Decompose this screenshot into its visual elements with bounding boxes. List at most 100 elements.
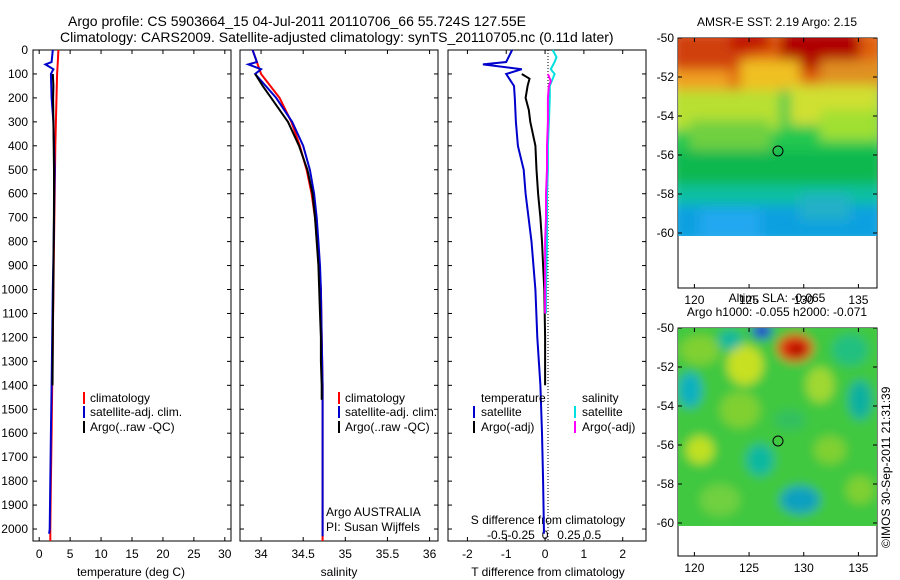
map-x-tick-label: 130: [794, 561, 814, 575]
depth-tick-label: 900: [8, 259, 28, 273]
depth-tick-label: 600: [8, 187, 28, 201]
map-y-tick-label: -54: [657, 399, 675, 413]
difference-x-label: T difference from climatology: [471, 565, 625, 579]
sla-map-axes: -50 -52 -54 -56 -58 -60 120 125 130 135: [657, 321, 877, 575]
x-tick-label: -2: [462, 547, 473, 561]
map-y-tick-label: -54: [657, 109, 675, 123]
depth-tick-label: 2000: [1, 522, 28, 536]
legend-item-satellite: satellite-adj. clim.: [345, 405, 437, 419]
x-tick-label: -1: [501, 547, 512, 561]
legend-item-climatology: climatology: [345, 391, 405, 405]
temperature-series: [43, 49, 60, 541]
salinity-legend: climatology satellite-adj. clim. Argo(..…: [326, 391, 437, 534]
s-difference-label: S difference from climatology: [471, 513, 626, 527]
depth-tick-label: 1800: [1, 474, 28, 488]
s-difference-tick-label: 0: [542, 528, 549, 542]
difference-x-axis: -2 -1 0 1 2: [462, 50, 626, 561]
legend-item-s-argo: Argo(-adj): [582, 420, 635, 434]
depth-tick-label: 200: [8, 91, 28, 105]
map-x-tick-label: 125: [739, 293, 759, 307]
x-tick-label: 0: [36, 547, 43, 561]
map-y-tick-label: -50: [657, 321, 675, 335]
x-tick-label: 35.5: [376, 547, 400, 561]
argo-operator-note: Argo AUSTRALIA: [326, 505, 421, 519]
salinity-x-axis: 34 34.5 35 35.5 36: [254, 50, 437, 561]
sst-map-axes: -50 -52 -54 -56 -58 -60 120 125 130 135: [657, 31, 877, 307]
x-tick-label: 34.5: [292, 547, 316, 561]
map-y-tick-label: -56: [657, 148, 675, 162]
series-line-temperature-argo-adj: [521, 73, 547, 386]
depth-tick-label: 1900: [1, 498, 28, 512]
principal-investigator-note: PI: Susan Wijffels: [326, 520, 420, 534]
x-tick-label: 0: [542, 547, 549, 561]
depth-tick-label: 1600: [1, 426, 28, 440]
series-line-argo-raw-qc: [51, 73, 55, 386]
x-tick-label: 25: [187, 547, 201, 561]
map-y-tick-label: -50: [657, 31, 675, 45]
sst-argo-marker: [772, 145, 784, 157]
map-x-tick-label: 135: [848, 561, 868, 575]
temperature-x-label: temperature (deg C): [77, 565, 185, 579]
map-y-tick-label: -60: [657, 226, 675, 240]
legend-item-climatology: climatology: [90, 391, 150, 405]
depth-tick-label: 0: [21, 43, 28, 57]
legend-item-satellite: satellite-adj. clim.: [90, 405, 182, 419]
salinity-panel-frame: [239, 49, 439, 542]
depth-tick-label: 1200: [1, 330, 28, 344]
series-line-argo-raw-qc: [254, 73, 323, 400]
figure-title-line1: Argo profile: CS 5903664_15 04-Jul-2011 …: [68, 13, 526, 29]
sla-map-title-1: Altim. SLA: -0.065: [729, 291, 826, 305]
depth-tick-label: 1100: [2, 306, 28, 320]
s-difference-tick-label: -0.25: [508, 528, 536, 542]
salinity-x-label: salinity: [321, 565, 358, 579]
sst-map-title: AMSR-E SST: 2.19 Argo: 2.15: [697, 15, 857, 29]
depth-tick-label: 100: [8, 67, 28, 81]
sla-map: -50 -52 -54 -56 -58 -60 120 125 130 135: [657, 321, 878, 575]
depth-axis: 0 100 200 300 400 500 600 700 800 900 1000 1100 1200…: [1, 43, 646, 536]
map-y-tick-label: -52: [657, 70, 675, 84]
sst-map: -50 -52 -54 -56 -58 -60 120 125 130 135: [657, 31, 878, 307]
temperature-legend: climatology satellite-adj. clim. Argo(..…: [83, 391, 182, 434]
depth-tick-label: 500: [8, 163, 28, 177]
legend-item-s-satellite: satellite: [582, 405, 623, 419]
s-difference-tick-label: 0.25: [557, 528, 581, 542]
legend-item-t-satellite: satellite: [481, 405, 522, 419]
depth-tick-label: 1400: [1, 378, 28, 392]
legend-item-argo: Argo(..raw -QC): [90, 420, 175, 434]
map-x-tick-label: 125: [739, 561, 759, 575]
series-line-satellite-adj-clim: [245, 49, 324, 537]
map-y-tick-label: -56: [657, 438, 675, 452]
depth-tick-label: 1000: [1, 283, 28, 297]
map-y-tick-label: -60: [657, 516, 675, 530]
sla-map-title-2: Argo h1000: -0.055 h2000: -0.071: [687, 305, 867, 319]
series-line-temperature-satellite: [482, 49, 545, 534]
legend-title-salinity: salinity: [582, 391, 619, 405]
x-tick-label: 36: [423, 547, 437, 561]
s-difference-tick-label: 0.5: [584, 528, 601, 542]
x-tick-label: 5: [67, 547, 74, 561]
depth-tick-label: 800: [8, 235, 28, 249]
difference-series: [482, 49, 558, 534]
legend-title-temperature: temperature: [481, 391, 546, 405]
depth-tick-label: 400: [8, 139, 28, 153]
figure-title-line2: Climatology: CARS2009. Satellite-adjuste…: [60, 29, 614, 45]
x-tick-label: 2: [619, 547, 626, 561]
x-tick-label: 10: [94, 547, 108, 561]
salinity-series: [245, 49, 324, 541]
map-x-tick-label: 135: [848, 293, 868, 307]
sla-heatmap: [678, 328, 877, 526]
s-difference-ticks: -0.5 -0.25 0 0.25 0.5: [487, 528, 602, 542]
depth-tick-label: 300: [8, 115, 28, 129]
difference-legend: temperature satellite Argo(-adj) salinit…: [473, 391, 635, 434]
map-x-tick-label: 120: [684, 293, 704, 307]
x-tick-label: 1: [581, 547, 588, 561]
map-y-tick-label: -52: [657, 360, 675, 374]
legend-item-argo: Argo(..raw -QC): [345, 420, 430, 434]
depth-tick-label: 1500: [1, 402, 28, 416]
x-tick-label: 34: [254, 547, 268, 561]
depth-tick-label: 700: [8, 211, 28, 225]
map-y-tick-label: -58: [657, 477, 675, 491]
temperature-x-axis: 0 5 10 15 20 25 30: [36, 50, 232, 561]
depth-tick-label: 1300: [1, 354, 28, 368]
